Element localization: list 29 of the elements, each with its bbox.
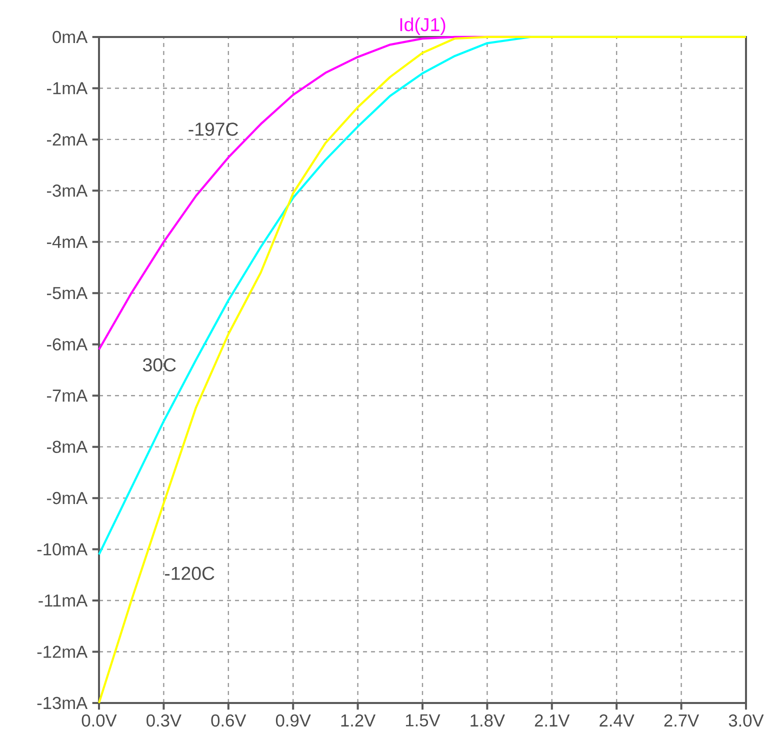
y-tick-label: -10mA [37, 543, 88, 556]
x-tick-label: 0.6V [211, 714, 246, 727]
y-tick-label: -12mA [37, 646, 88, 658]
y-tick-label: -2mA [46, 133, 88, 146]
y-tick-label: -9mA [46, 492, 88, 504]
series-label: -120C [164, 566, 214, 580]
y-tick-label: -4mA [46, 236, 88, 248]
y-tick-label: -13mA [37, 696, 88, 710]
x-tick-label: 2.4V [600, 714, 634, 726]
chart-title: Id(J1) [400, 18, 446, 35]
x-tick-label: 1.8V [470, 714, 505, 727]
x-tick-label: 0.3V [146, 714, 182, 727]
y-tick-label: -5mA [46, 287, 88, 300]
series-label: -197C [188, 122, 238, 136]
series-label: 30C [142, 358, 176, 372]
x-tick-label: 2.7V [664, 714, 700, 726]
y-tick-label: 0mA [52, 30, 88, 44]
y-tick-label: -6mA [46, 338, 88, 351]
y-tick-label: -7mA [46, 390, 88, 402]
x-tick-label: 3.0V [728, 714, 764, 727]
x-tick-label: 0.0V [82, 714, 117, 727]
y-tick-label: -3mA [46, 184, 88, 197]
x-tick-label: 2.1V [534, 714, 570, 726]
x-tick-label: 1.5V [406, 714, 440, 726]
y-tick-label: -1mA [46, 82, 88, 94]
x-tick-label: 1.2V [341, 714, 376, 726]
x-tick-label: 0.9V [276, 714, 311, 727]
y-tick-label: -11mA [38, 594, 88, 606]
y-tick-label: -8mA [46, 440, 88, 453]
